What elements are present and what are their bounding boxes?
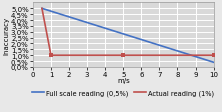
Legend: Full scale reading (0,5%), Actual reading (1%): Full scale reading (0,5%), Actual readin… xyxy=(32,90,214,96)
Line: Actual reading (1%): Actual reading (1%) xyxy=(42,9,214,56)
Y-axis label: Inaccuracy: Inaccuracy xyxy=(4,16,10,54)
Actual reading (1%) xyxy=(122,55,125,56)
Actual reading (1%) xyxy=(50,55,52,56)
X-axis label: m/s: m/s xyxy=(117,77,130,83)
Actual reading (1%) xyxy=(212,55,215,56)
Actual reading (1%) xyxy=(41,9,43,10)
